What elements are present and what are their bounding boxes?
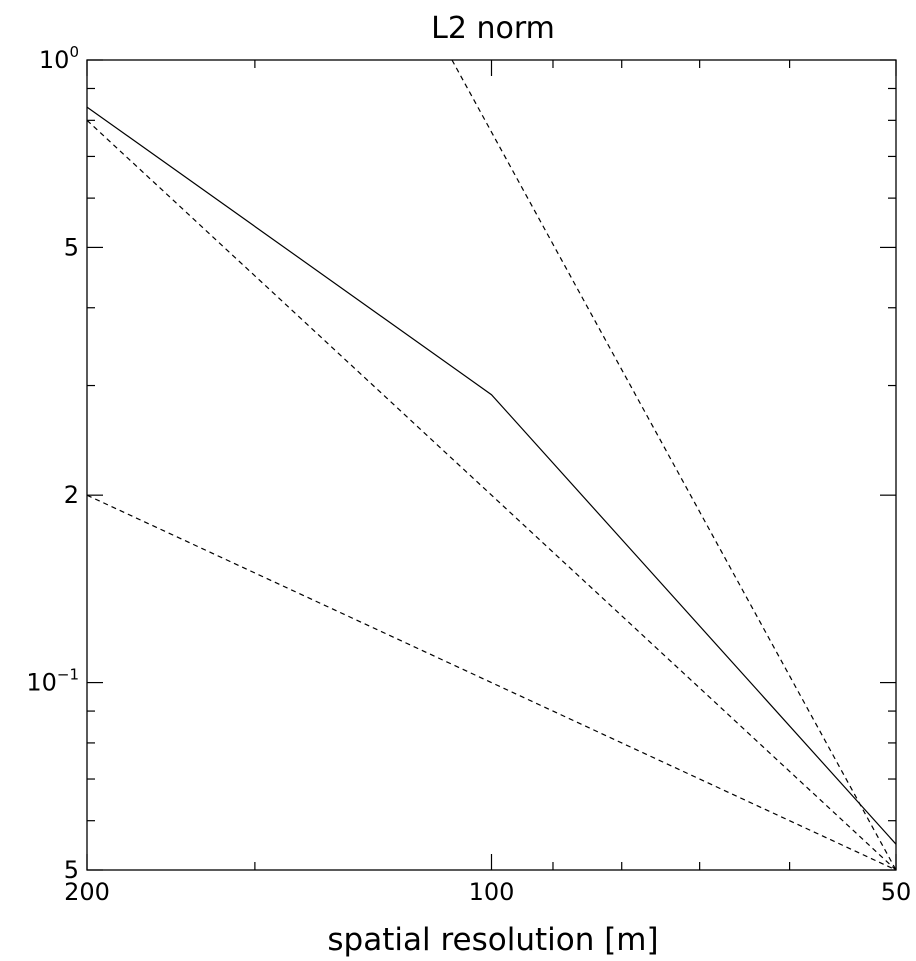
y-tick-label-base: 10: [26, 669, 57, 697]
plot-frame: [86, 59, 897, 871]
series-line-2: [86, 119, 897, 871]
series-group: [86, 59, 897, 871]
chart-title: L2 norm: [431, 11, 555, 46]
y-tick-label: 100: [39, 43, 79, 74]
y-tick-label-exponent: −1: [57, 666, 79, 684]
y-tick-label: 5: [64, 856, 79, 884]
y-tick-label: 10−1: [26, 666, 79, 697]
y-tick-label: 2: [64, 481, 79, 509]
y-tick-label-exponent: 0: [69, 43, 79, 61]
y-tick-label-base: 5: [64, 233, 79, 261]
ticks: [86, 59, 897, 871]
x-tick-label: 100: [469, 878, 515, 906]
y-tick-label-base: 10: [39, 46, 70, 74]
x-tick-label: 50: [881, 878, 912, 906]
series-line-4: [86, 494, 897, 871]
x-axis-label: spatial resolution [m]: [327, 922, 658, 958]
y-tick-label-base: 2: [64, 481, 79, 509]
y-tick-label-base: 5: [64, 856, 79, 884]
x-tick-label: 200: [64, 878, 110, 906]
series-line-1: [86, 106, 897, 845]
y-tick-label: 5: [64, 233, 79, 261]
series-line-3: [451, 59, 897, 871]
